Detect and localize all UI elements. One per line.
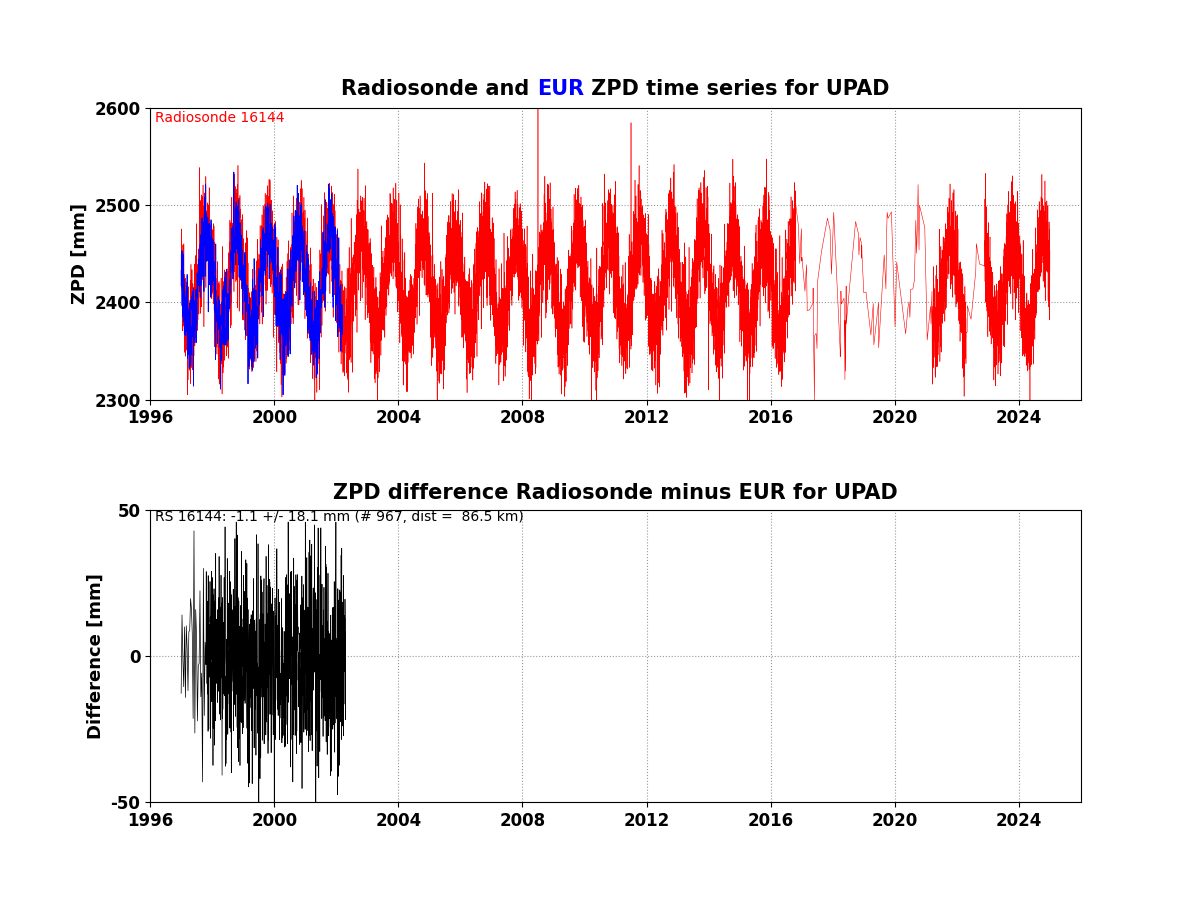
Text: Radiosonde 16144: Radiosonde 16144 xyxy=(155,111,285,125)
Text: Radiosonde and: Radiosonde and xyxy=(341,79,537,99)
Y-axis label: Difference [mm]: Difference [mm] xyxy=(86,573,104,739)
Text: ZPD time series for UPAD: ZPD time series for UPAD xyxy=(584,79,890,99)
Y-axis label: ZPD [mm]: ZPD [mm] xyxy=(71,204,89,305)
Text: RS 16144: -1.1 +/- 18.1 mm (# 967, dist =  86.5 km): RS 16144: -1.1 +/- 18.1 mm (# 967, dist … xyxy=(155,510,524,524)
Text: EUR: EUR xyxy=(537,79,584,99)
Title: ZPD difference Radiosonde minus EUR for UPAD: ZPD difference Radiosonde minus EUR for … xyxy=(333,483,898,504)
